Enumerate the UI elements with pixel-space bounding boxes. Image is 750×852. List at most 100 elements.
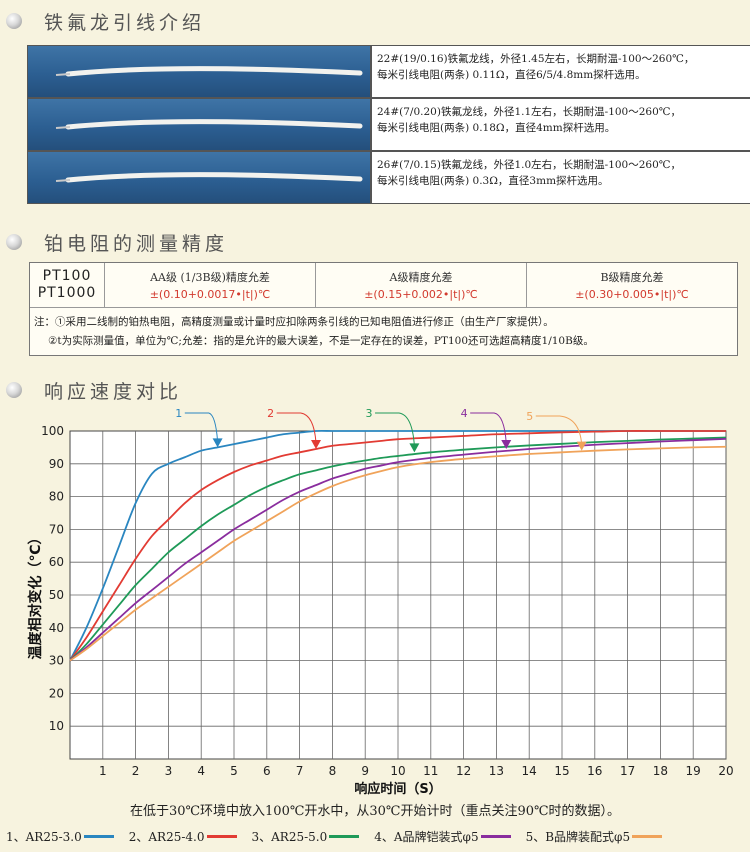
series-line-1: [69, 429, 726, 662]
series-marker-label: 1: [175, 407, 182, 420]
y-tick-label: 20: [49, 686, 64, 700]
y-tick-label: 40: [49, 621, 64, 635]
wire-photo: [28, 46, 372, 97]
y-tick-label: 30: [49, 654, 64, 668]
series-line-2: [69, 430, 726, 662]
arrow-icon: [576, 441, 587, 451]
section-header-response: 响应速度对比: [0, 377, 182, 403]
section-header-wires: 铁氟龙引线介绍: [0, 8, 205, 34]
wire-line2: 每米引线电阻(两条) 0.3Ω，直径3mm探杆选用。: [377, 175, 609, 187]
x-tick-label: 3: [165, 764, 173, 778]
grade-a-cell: A级精度允差 ±(0.15+0.002•|t|)℃: [316, 263, 527, 307]
grade-label: B级精度允差: [600, 271, 664, 284]
legend-label: 2、AR25-4.0: [128, 830, 205, 844]
wire-line1: 26#(7/0.15)铁氟龙线，外径1.0左右，长期耐温-100～260℃，: [377, 159, 682, 171]
wire-row: 24#(7/0.20)铁氟龙线，外径1.1左右，长期耐温-100～260℃， 每…: [28, 99, 750, 152]
series-marker-line: [535, 415, 583, 445]
series-line-3: [69, 436, 727, 662]
arrow-icon: [311, 440, 321, 450]
legend-swatch: [329, 835, 360, 838]
legend-item: 4、A品牌铠装式φ5: [374, 828, 511, 845]
wire-line1: 22#(19/0.16)铁氟龙线，外径1.45左右，长期耐温-100～260℃，: [377, 53, 695, 65]
legend-item: 2、AR25-4.0: [129, 828, 237, 845]
section-header-precision: 铂电阻的测量精度: [0, 229, 228, 255]
x-tick-label: 6: [263, 764, 271, 778]
series-marker-label: 2: [267, 407, 274, 420]
legend-item: 3、AR25-5.0: [252, 828, 360, 845]
note-1: 注：①采用二线制的铂热电阻，高精度测量或计量时应扣除两条引线的已知电阻值进行修正…: [34, 316, 554, 328]
legend-item: 5、B品牌装配式φ5: [526, 828, 663, 845]
wire-row: 26#(7/0.15)铁氟龙线，外径1.0左右，长期耐温-100～260℃， 每…: [28, 152, 750, 203]
section-title: 铁氟龙引线介绍: [44, 11, 206, 34]
y-tick-label: 70: [49, 522, 64, 536]
wire-description: 24#(7/0.20)铁氟龙线，外径1.1左右，长期耐温-100～260℃， 每…: [372, 99, 750, 150]
arrow-icon: [212, 438, 223, 448]
legend-label: 1、AR25-3.0: [6, 830, 82, 844]
grade-formula: ±(0.30+0.005•|t|)℃: [575, 288, 689, 301]
wire-table: 22#(19/0.16)铁氟龙线，外径1.45左右，长期耐温-100～260℃，…: [27, 45, 750, 204]
x-tick-label: 11: [423, 764, 438, 778]
y-tick-label: 50: [49, 588, 64, 602]
x-tick-label: 17: [620, 764, 635, 778]
x-tick-label: 18: [653, 764, 668, 778]
x-tick-label: 12: [456, 764, 471, 778]
grade-formula: ±(0.15+0.002•|t|)℃: [364, 288, 478, 301]
legend-item: 1、AR25-3.0: [6, 828, 114, 845]
y-tick-label: 90: [49, 457, 64, 471]
legend-swatch: [480, 835, 511, 838]
series-marker-line: [184, 412, 219, 442]
x-tick-label: 7: [296, 764, 304, 778]
bullet-icon: [6, 13, 22, 29]
grade-label: A级精度允差: [389, 271, 453, 284]
y-tick-label: 80: [49, 490, 64, 504]
chart-legend: 1、AR25-3.0 2、AR25-4.0 3、AR25-5.0 4、A品牌铠装式φ5…: [6, 828, 677, 845]
wire-tip-icon: [55, 179, 71, 182]
response-chart: 1 2 3 4 5 6 7 8 9 10 11 12 13 14 15 16 17 18 19 20102030405…: [27, 407, 734, 797]
wire-icon: [65, 172, 363, 183]
y-tick-label: 10: [49, 719, 64, 733]
x-tick-label: 5: [230, 764, 238, 778]
wire-description: 22#(19/0.16)铁氟龙线，外径1.45左右，长期耐温-100～260℃，…: [372, 46, 750, 97]
x-tick-label: 14: [522, 764, 537, 778]
legend-swatch: [83, 835, 114, 838]
grade-b-cell: B级精度允差 ±(0.30+0.005•|t|)℃: [527, 263, 737, 307]
y-tick-label: 60: [49, 555, 64, 569]
x-tick-label: 19: [686, 764, 701, 778]
wire-icon: [65, 119, 363, 130]
bullet-icon: [6, 382, 22, 398]
sensor-type-pt100: PT100: [42, 268, 92, 284]
wire-line1: 24#(7/0.20)铁氟龙线，外径1.1左右，长期耐温-100～260℃，: [377, 106, 682, 118]
wire-row: 22#(19/0.16)铁氟龙线，外径1.45左右，长期耐温-100～260℃，…: [28, 46, 750, 99]
bullet-icon: [6, 234, 22, 250]
legend-label: 3、AR25-5.0: [251, 830, 328, 844]
grade-formula: ±(0.10+0.0017•|t|)℃: [149, 288, 271, 301]
sensor-type-pt1000: PT1000: [37, 285, 97, 301]
wire-tip-icon: [55, 126, 71, 129]
series-line-4: [69, 437, 727, 662]
series-marker-line: [276, 412, 317, 444]
legend-swatch: [206, 835, 237, 838]
legend-label: 4、A品牌铠装式φ5: [374, 830, 479, 844]
precision-notes: 注：①采用二线制的铂热电阻，高精度测量或计量时应扣除两条引线的已知电阻值进行修正…: [30, 308, 737, 355]
sensor-type-cell: PT100 PT1000: [30, 263, 105, 307]
series-marker-line: [470, 412, 507, 444]
y-tick-label: 100: [41, 424, 64, 438]
x-tick-label: 16: [587, 764, 602, 778]
wire-line2: 每米引线电阻(两条) 0.18Ω，直径4mm探杆选用。: [377, 122, 616, 134]
section-title: 响应速度对比: [44, 380, 183, 403]
arrow-icon: [409, 443, 420, 453]
legend-label: 5、B品牌装配式φ5: [525, 830, 631, 844]
wire-tip-icon: [55, 73, 71, 76]
chart-caption: 在低于30℃环境中放入100℃开水中，从30℃开始计时（重点关注90℃时的数据）…: [129, 804, 621, 819]
wire-icon: [65, 66, 363, 77]
series-marker-label: 5: [526, 410, 533, 423]
series-marker-label: 3: [366, 407, 373, 420]
x-tick-label: 13: [489, 764, 504, 778]
wire-description: 26#(7/0.15)铁氟龙线，外径1.0左右，长期耐温-100～260℃， 每…: [372, 152, 750, 203]
x-tick-label: 9: [361, 764, 369, 778]
grade-label: AA级 (1/3B级)精度允差: [150, 271, 270, 284]
x-axis-label: 响应时间（S）: [354, 781, 441, 797]
legend-swatch: [632, 835, 663, 838]
series-marker-label: 4: [461, 407, 468, 420]
series-marker-line: [375, 412, 415, 447]
